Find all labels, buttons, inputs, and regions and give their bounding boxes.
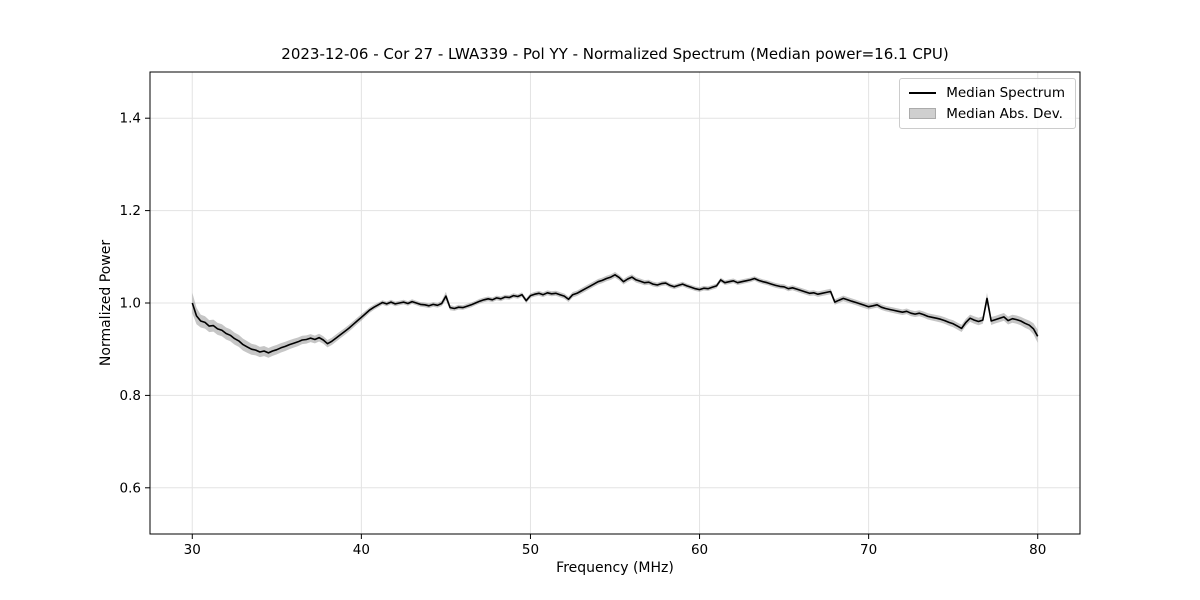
legend-label-median-spectrum: Median Spectrum — [946, 84, 1065, 101]
median-spectrum-line — [191, 273, 1039, 354]
y-tick-label: 1.4 — [120, 111, 141, 127]
x-axis-label: Frequency (MHz) — [556, 560, 674, 576]
x-tick-label: 70 — [860, 542, 877, 558]
x-tick-label: 80 — [1029, 542, 1046, 558]
median-spectrum-line-swatch — [909, 91, 937, 94]
x-tick-label: 40 — [353, 542, 370, 558]
y-tick-label: 1.2 — [120, 203, 141, 219]
x-tick-label: 30 — [184, 542, 201, 558]
mad-band — [192, 272, 1038, 358]
legend: Median Spectrum Median Abs. Dev. — [899, 78, 1076, 129]
legend-item-median-abs-dev: Median Abs. Dev. — [909, 104, 1065, 123]
legend-item-median-spectrum: Median Spectrum — [909, 83, 1065, 102]
legend-label-median-abs-dev: Median Abs. Dev. — [946, 105, 1063, 122]
y-axis-label: Normalized Power — [98, 239, 114, 367]
x-tick-label: 60 — [691, 542, 708, 558]
y-tick-label: 0.6 — [120, 480, 141, 496]
chart-title: 2023-12-06 - Cor 27 - LWA339 - Pol YY - … — [281, 45, 949, 63]
median-abs-dev-patch-swatch — [909, 108, 937, 119]
y-tick-label: 0.8 — [120, 388, 141, 404]
y-tick-label: 1.0 — [120, 296, 141, 312]
x-tick-label: 50 — [522, 542, 539, 558]
